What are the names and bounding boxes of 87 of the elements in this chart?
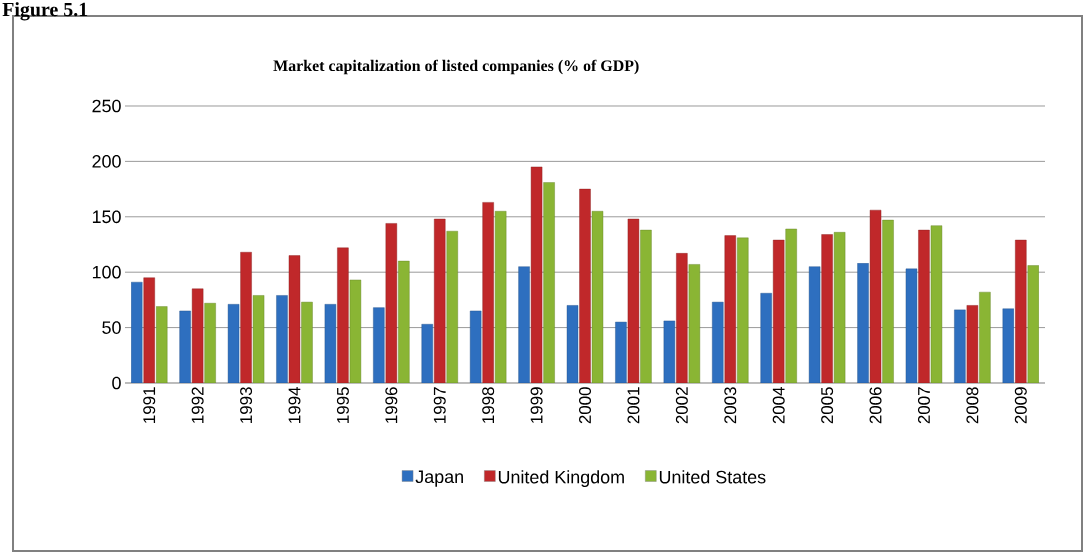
bar [591, 211, 604, 383]
bar [385, 223, 398, 383]
bar [918, 229, 930, 383]
bar [579, 188, 591, 383]
bar [785, 228, 797, 383]
bar [398, 260, 410, 383]
bar [640, 229, 652, 383]
x-tick-label: 2008 [966, 387, 979, 424]
x-tick-label: 2000 [579, 387, 592, 424]
bar [869, 209, 882, 383]
bar [760, 293, 772, 383]
legend-label: United States [659, 470, 766, 484]
bar [821, 234, 833, 383]
bar [276, 295, 288, 383]
y-tick-label: 250 [92, 99, 121, 113]
bar [808, 266, 821, 383]
bar [252, 295, 265, 383]
x-tick-label: 1995 [336, 387, 349, 423]
bar [434, 218, 446, 383]
bar [979, 291, 991, 383]
bar [1015, 239, 1027, 383]
x-tick-label: 1993 [240, 387, 253, 423]
bar [494, 211, 507, 383]
bar [482, 202, 494, 383]
bar [373, 307, 385, 383]
caption: Figure 5.1 [2, 2, 88, 21]
bar [772, 239, 785, 383]
y-tick-label: 100 [92, 265, 121, 279]
bar [421, 324, 433, 383]
y-tick-label: 50 [102, 321, 121, 334]
bar [833, 232, 846, 383]
bar [737, 237, 749, 383]
bar [1002, 308, 1014, 383]
bar [227, 304, 240, 383]
x-tick-label: 2001 [627, 387, 640, 424]
legend-label: Japan [415, 470, 463, 487]
bar [131, 281, 143, 383]
x-tick-label: 2003 [724, 387, 737, 424]
legend-label: United Kingdom [498, 470, 624, 487]
x-tick-label: 2005 [821, 387, 834, 424]
x-tick-label: 2009 [1014, 387, 1027, 424]
bar [518, 266, 530, 383]
x-tick-label: 2004 [772, 387, 785, 424]
bar [324, 304, 337, 383]
bar [627, 218, 640, 383]
bar [688, 264, 701, 383]
bar [349, 279, 362, 383]
x-tick-label: 1992 [191, 387, 204, 423]
bar [857, 263, 869, 383]
y-tick-label: 150 [92, 210, 121, 224]
x-tick-label: 1996 [385, 387, 398, 423]
bar [663, 320, 676, 383]
bar [204, 303, 216, 383]
y-tick-label: 200 [92, 155, 121, 168]
bar [191, 288, 204, 383]
x-tick-label: 2006 [869, 387, 882, 424]
bar [240, 252, 252, 383]
bar [469, 310, 482, 383]
bar [566, 305, 579, 383]
bar [530, 166, 543, 383]
bar [1027, 265, 1039, 383]
bar [712, 301, 724, 383]
bar [930, 225, 943, 383]
chart-title: Market capitalization of listed companies (% of GDP) [273, 59, 639, 75]
x-tick-label: 1999 [530, 387, 543, 423]
bar [179, 310, 191, 383]
x-tick-label: 2007 [917, 387, 930, 424]
bar [288, 255, 301, 383]
bar [156, 306, 168, 383]
bar [954, 309, 966, 383]
x-tick-label: 2002 [675, 387, 688, 424]
bar [966, 305, 979, 383]
bar [446, 230, 458, 383]
x-tick-label: 1991 [143, 387, 156, 423]
bar [724, 235, 736, 383]
y-tick-label: 0 [112, 376, 121, 390]
bar [905, 268, 918, 383]
x-tick-label: 1997 [433, 387, 446, 423]
bar [301, 301, 313, 383]
bar [882, 219, 894, 383]
bar [676, 253, 688, 383]
x-tick-label: 1998 [482, 387, 495, 423]
bar [143, 277, 155, 383]
bar [615, 321, 627, 383]
bar [543, 182, 555, 383]
bar [337, 247, 349, 383]
x-tick-label: 1994 [288, 387, 301, 423]
